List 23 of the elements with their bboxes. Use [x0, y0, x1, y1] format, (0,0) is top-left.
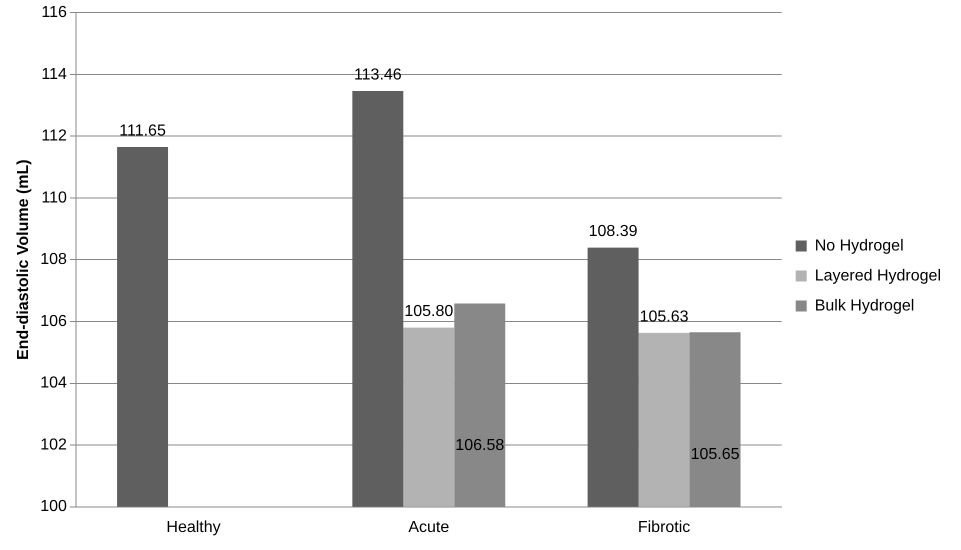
legend-label: No Hydrogel: [814, 237, 904, 254]
data-label: 106.58: [455, 437, 504, 454]
data-label: 105.65: [690, 446, 740, 463]
data-label: 113.46: [354, 66, 402, 84]
y-tick-label: 110: [41, 189, 67, 206]
y-tick-label: 102: [40, 436, 67, 454]
legend-label: Layered Hydrogel: [814, 267, 941, 284]
y-tick-label: 106: [40, 312, 67, 330]
data-label: 111.65: [119, 122, 166, 140]
legend-label: Bulk Hydrogel: [814, 297, 914, 314]
y-tick-label: 116: [41, 4, 67, 22]
y-tick-label: 100: [40, 498, 67, 516]
y-tick-label: 104: [40, 374, 67, 392]
x-tick-label: Acute: [408, 518, 450, 536]
data-label: 105.80: [404, 303, 454, 320]
x-tick-label: Fibrotic: [638, 518, 690, 536]
x-tick-label: Healthy: [166, 518, 221, 536]
data-label: 105.63: [640, 308, 689, 326]
y-tick-label: 108: [40, 251, 67, 268]
data-label: 108.39: [588, 223, 638, 240]
y-axis-title: End-diastolic Volume (mL): [15, 159, 32, 360]
y-tick-label: 112: [41, 128, 67, 145]
y-tick-label: 114: [41, 66, 67, 83]
